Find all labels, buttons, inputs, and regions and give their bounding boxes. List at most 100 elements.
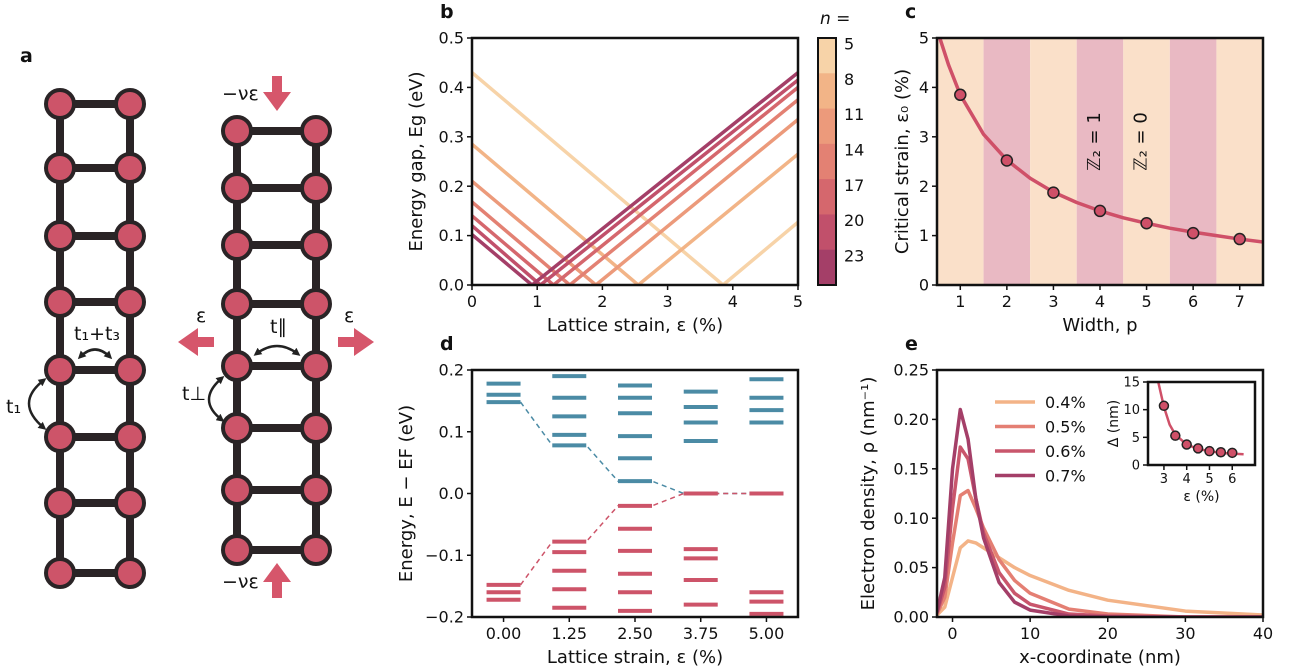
plot-data (472, 71, 798, 285)
y-tick-label: 0.2 (439, 177, 464, 196)
y-tick-label: 2 (919, 177, 929, 196)
line (937, 38, 1263, 244)
strain-label: −νε (222, 83, 259, 105)
line (1157, 382, 1244, 456)
y-axis-label: Critical strain, ε₀ (%) (892, 69, 913, 254)
y-tick-label: 0.3 (439, 127, 464, 146)
line (472, 71, 798, 285)
y-tick-label: 0.0 (439, 276, 464, 295)
panel-label: a (20, 45, 33, 67)
point (1093, 204, 1107, 218)
legend-label: 23 (844, 246, 864, 265)
y-tick-label: 0.1 (439, 422, 464, 441)
band (1169, 38, 1217, 285)
x-tick-label: 40 (1253, 624, 1273, 643)
y-tick-label: 0.25 (893, 361, 929, 380)
y-tick-label: 1 (919, 226, 929, 245)
point (1204, 445, 1215, 457)
axes: 0 10 20 30 400.000.050.100.150.200.25x-coord… (858, 333, 1273, 668)
y-tick-label: 15 (1123, 376, 1140, 391)
y-tick-label: −0.2 (425, 608, 464, 627)
annotation: ℤ₂ = 1 (1084, 112, 1105, 171)
y-tick-label: 0.5 (439, 29, 464, 48)
strain-arrows (178, 76, 374, 598)
point (1186, 226, 1200, 240)
line (472, 78, 798, 285)
legend-label: 17 (844, 176, 864, 195)
line (472, 86, 798, 285)
hopping-label: t₁ (6, 396, 21, 418)
line (472, 118, 798, 285)
panel-label: c (905, 1, 916, 23)
panel-label: e (905, 333, 918, 355)
x-tick-label: 5 (1205, 472, 1213, 487)
legend-label: 0.5% (1045, 418, 1086, 437)
hopping-label: t⊥ (182, 383, 206, 405)
colorbar-swatch (818, 108, 836, 145)
point (1233, 232, 1246, 246)
plot-data (937, 38, 1263, 285)
band (1076, 38, 1124, 285)
point (1000, 154, 1014, 167)
x-tick-label: 6 (1228, 472, 1236, 487)
y-tick-label: 0.15 (893, 459, 929, 478)
strain-label: ε (344, 305, 354, 327)
x-tick-label: 2 (1002, 292, 1012, 311)
legend-label: 14 (844, 141, 864, 160)
x-tick-label: 7 (1235, 292, 1245, 311)
point (1158, 400, 1170, 412)
y-tick-label: 0.2 (439, 361, 464, 380)
axes-frame (935, 368, 1265, 619)
x-tick-label: 3.75 (683, 624, 719, 643)
axes-frame (470, 36, 800, 287)
point (954, 88, 967, 102)
y-tick-label: 0.0 (439, 484, 464, 503)
x-tick-label: 0 (467, 292, 477, 311)
y-axis-label: Δ (nm) (1106, 400, 1122, 447)
plot-data (1157, 382, 1244, 456)
y-tick-label: 10 (1123, 403, 1140, 418)
legend-label: 8 (844, 70, 854, 89)
point (1140, 217, 1153, 230)
y-tick-label: 0 (919, 276, 929, 295)
ladder-right-sites (221, 115, 332, 566)
hopping-arrows (27, 344, 301, 430)
colorbar-swatch (818, 73, 836, 110)
x-tick-label: 5.00 (749, 624, 785, 643)
ladder-left-sites (44, 88, 146, 589)
point (1226, 447, 1238, 459)
colorbar-swatch (818, 214, 836, 251)
y-axis-label: Energy gap, Eg (eV) (406, 71, 427, 251)
y-tick-label: 0.1 (439, 226, 464, 245)
legend-label: 0.4% (1045, 393, 1086, 412)
line (472, 98, 798, 285)
x-tick-label: 3 (1160, 472, 1168, 487)
band (937, 38, 984, 285)
x-tick-label: 0 (947, 624, 957, 643)
y-tick-label: 0.10 (893, 509, 929, 528)
x-tick-label: 6 (1188, 292, 1198, 311)
x-axis-label: Width, p (1062, 315, 1137, 336)
y-axis-label: Energy, E − EF (eV) (396, 405, 417, 582)
y-tick-label: 4 (919, 78, 929, 97)
x-tick-label: 1 (955, 292, 965, 311)
x-tick-label: 1 (532, 292, 542, 311)
x-tick-label: 3 (1048, 292, 1058, 311)
x-tick-label: 20 (1098, 624, 1118, 643)
legend-label: 0.7% (1045, 467, 1086, 486)
plot-area (1148, 382, 1255, 465)
x-tick-label: 1.25 (551, 624, 587, 643)
y-tick-label: 3 (919, 127, 929, 146)
colorbar-swatch (818, 179, 836, 215)
legend-label: 11 (844, 105, 864, 124)
hopping-label: t∥ (270, 316, 287, 338)
annotation: ℤ₂ = 0 (1131, 112, 1152, 171)
axes: 0.00 1.25 2.50 3.75 5.00 −0.2 −0.1 0.0 0.1 0.2 Lat… (396, 333, 800, 668)
x-tick-label: 5 (1141, 292, 1151, 311)
line (472, 71, 798, 285)
x-axis-label: ε (%) (1183, 489, 1219, 505)
x-tick-label: 0.00 (486, 624, 522, 643)
